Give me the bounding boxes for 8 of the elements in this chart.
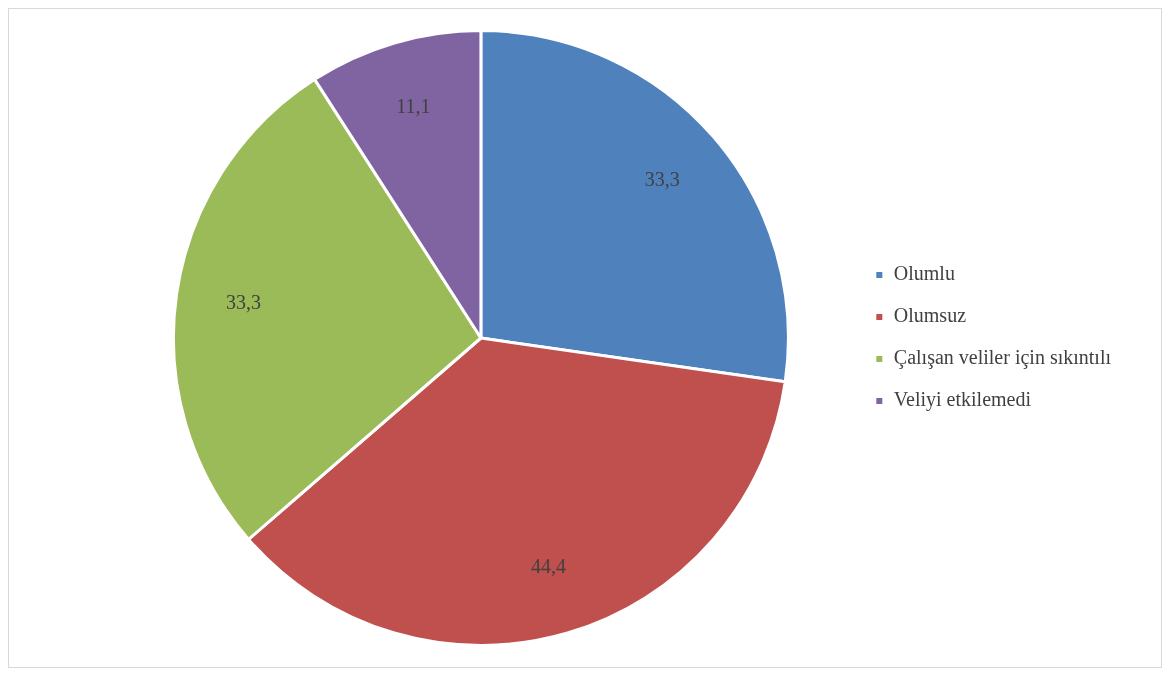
data-label: 33,3 <box>226 291 261 314</box>
data-label: 33,3 <box>644 168 680 191</box>
data-label: 11,1 <box>396 95 431 118</box>
legend-label: Olumlu <box>893 262 955 285</box>
legend-label: Olumsuz <box>893 304 967 327</box>
legend-label: Çalışan veliler için sıkıntılı <box>893 346 1112 370</box>
data-label: 44,4 <box>530 555 566 578</box>
legend-label: Veliyi etkilemedi <box>893 388 1032 412</box>
